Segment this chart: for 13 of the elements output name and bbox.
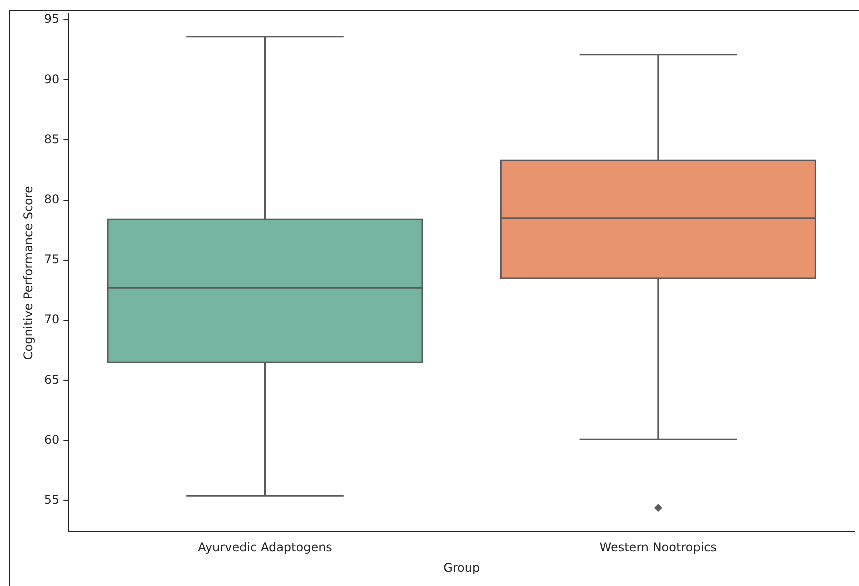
y-tick-label: 65 bbox=[44, 372, 60, 387]
x-axis-title: Group bbox=[444, 560, 480, 575]
y-tick-label: 80 bbox=[44, 192, 60, 206]
y-axis-title: Cognitive Performance Score bbox=[21, 186, 36, 360]
y-tick-label: 60 bbox=[44, 432, 60, 447]
y-tick-label: 75 bbox=[44, 252, 60, 267]
y-tick-label: 95 bbox=[44, 12, 60, 26]
y-tick-label: 55 bbox=[44, 493, 60, 508]
x-tick-label: Ayurvedic Adaptogens bbox=[198, 540, 332, 555]
y-tick-label: 70 bbox=[44, 312, 60, 327]
y-tick-label: 90 bbox=[44, 72, 60, 86]
y-tick-label: 85 bbox=[44, 132, 60, 146]
x-tick-label: Western Nootropics bbox=[600, 540, 718, 555]
